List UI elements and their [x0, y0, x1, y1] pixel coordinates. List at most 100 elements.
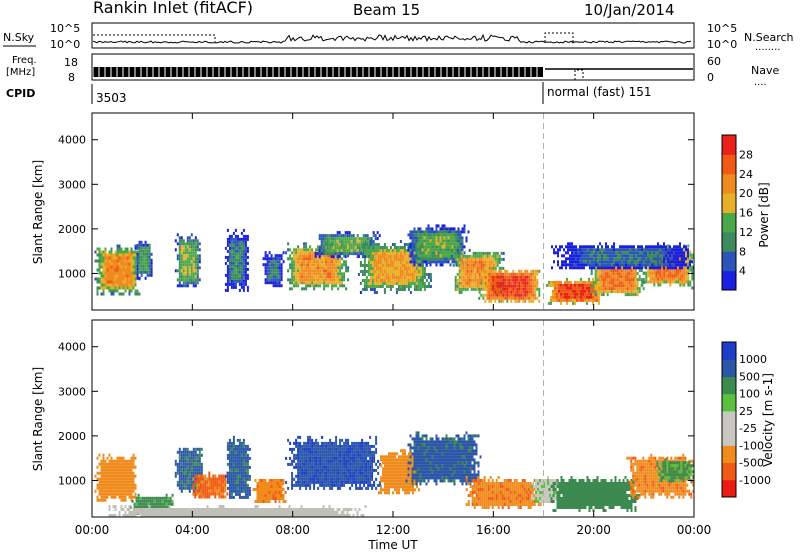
data-cell	[208, 492, 211, 496]
data-cell	[524, 281, 527, 285]
data-cell	[194, 462, 197, 466]
data-cell	[365, 255, 368, 258]
data-cell	[569, 263, 571, 267]
data-cell	[486, 251, 489, 255]
data-cell	[401, 252, 404, 255]
data-cell	[112, 483, 115, 487]
data-cell	[178, 266, 181, 270]
data-cell	[464, 278, 467, 282]
data-cell	[482, 296, 485, 300]
data-cell	[359, 261, 362, 264]
data-cell	[691, 256, 694, 260]
data-cell	[621, 254, 623, 258]
data-cell	[299, 248, 302, 252]
data-cell	[363, 285, 366, 288]
data-cell	[389, 276, 392, 279]
data-cell	[174, 471, 177, 475]
data-cell	[142, 252, 145, 256]
data-cell	[510, 275, 513, 279]
data-cell	[106, 265, 109, 269]
data-cell	[242, 285, 245, 289]
data-cell	[116, 280, 119, 284]
data-cell	[190, 480, 193, 484]
date-title: 10/Jan/2014	[584, 1, 675, 19]
data-cell	[188, 474, 191, 478]
data-cell	[327, 260, 330, 264]
data-cell	[114, 495, 117, 499]
data-cell	[295, 272, 298, 276]
data-cell	[663, 263, 665, 267]
data-cell	[671, 248, 673, 252]
data-cell	[280, 263, 283, 267]
data-cell	[96, 247, 99, 251]
data-cell	[445, 242, 448, 246]
data-cell	[637, 245, 639, 249]
data-cell	[478, 251, 481, 255]
data-cell	[389, 246, 392, 249]
data-cell	[315, 281, 318, 285]
data-cell	[594, 293, 597, 297]
data-cell	[224, 474, 227, 478]
data-cell	[393, 261, 396, 264]
data-cell	[524, 293, 527, 297]
data-cell	[297, 266, 300, 270]
data-cell	[560, 295, 562, 299]
data-cell	[385, 267, 388, 270]
data-cell	[413, 267, 416, 270]
data-cell	[506, 275, 509, 279]
data-cell	[600, 293, 603, 297]
data-cell	[590, 272, 593, 276]
data-cell	[120, 486, 123, 490]
data-cell	[222, 489, 225, 493]
data-cell	[577, 254, 579, 258]
data-cell	[295, 269, 298, 273]
data-cell	[356, 237, 359, 241]
data-cell	[472, 260, 475, 264]
data-cell	[102, 459, 105, 463]
data-cell	[182, 468, 185, 472]
data-cell	[633, 263, 635, 267]
data-cell	[633, 248, 635, 252]
data-cell	[409, 258, 412, 261]
data-cell	[230, 447, 233, 451]
data-cell	[461, 245, 464, 249]
data-cell	[494, 269, 497, 273]
data-cell	[500, 284, 503, 288]
data-cell	[180, 272, 183, 276]
data-cell	[128, 465, 131, 469]
data-cell	[599, 248, 601, 252]
data-cell	[150, 273, 153, 277]
data-cell	[326, 243, 329, 247]
data-cell	[122, 483, 125, 487]
data-cell	[190, 245, 193, 249]
data-cell	[220, 474, 223, 478]
data-cell	[609, 251, 611, 255]
data-cell	[325, 266, 328, 270]
data-cell	[488, 263, 491, 267]
data-cell	[443, 257, 446, 261]
data-cell	[313, 281, 316, 285]
data-cell	[321, 257, 324, 261]
data-cell	[230, 441, 233, 445]
data-cell	[188, 266, 191, 270]
data-cell	[112, 492, 115, 496]
data-cell	[226, 288, 229, 292]
data-cell	[206, 480, 209, 484]
data-cell	[230, 249, 233, 253]
data-cell	[484, 260, 487, 264]
data-cell	[617, 257, 619, 261]
data-cell	[603, 257, 605, 261]
data-cell	[391, 273, 394, 276]
data-cell	[423, 251, 426, 255]
data-blob	[224, 228, 249, 292]
data-cell	[659, 268, 662, 272]
data-cell	[679, 245, 681, 249]
data-cell	[415, 282, 418, 285]
data-cell	[108, 453, 111, 457]
data-cell	[389, 249, 392, 252]
data-cell	[429, 233, 432, 237]
data-cell	[289, 257, 292, 261]
data-cell	[130, 262, 133, 266]
data-cell	[311, 257, 314, 261]
data-cell	[393, 258, 396, 261]
